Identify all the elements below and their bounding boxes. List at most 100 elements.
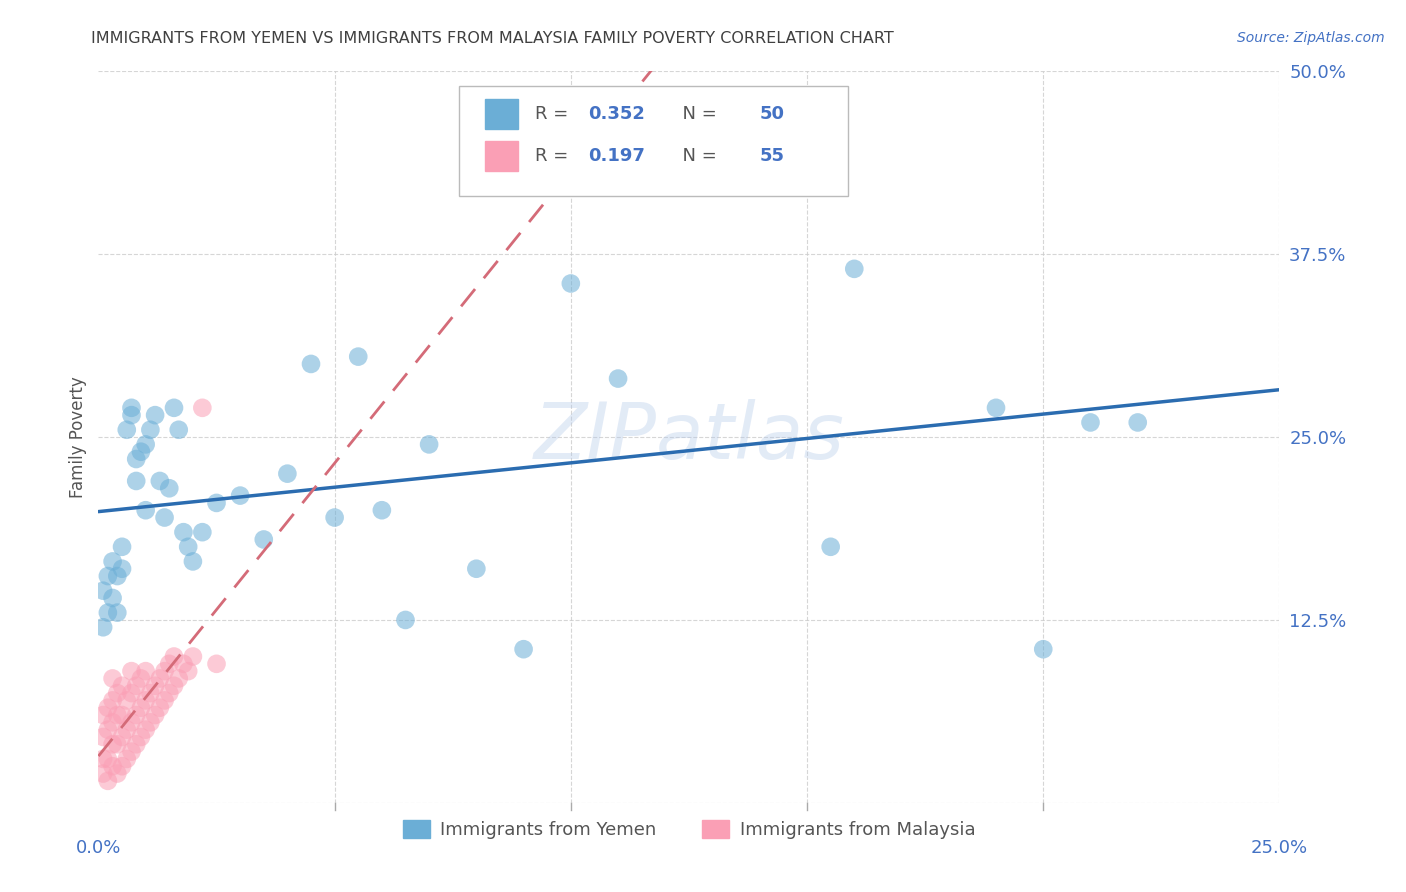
Point xyxy=(111,708,134,723)
Point xyxy=(115,723,138,737)
Point xyxy=(163,679,186,693)
Point xyxy=(115,752,138,766)
Point xyxy=(125,708,148,723)
Y-axis label: Family Poverty: Family Poverty xyxy=(69,376,87,498)
Point xyxy=(371,503,394,517)
Bar xyxy=(485,99,517,129)
Point xyxy=(276,467,298,481)
Point xyxy=(91,583,114,598)
Point xyxy=(139,715,162,730)
Point xyxy=(111,562,134,576)
FancyBboxPatch shape xyxy=(458,86,848,195)
Point xyxy=(181,649,204,664)
Point xyxy=(157,686,180,700)
Point xyxy=(91,708,114,723)
Point xyxy=(702,174,724,188)
Point xyxy=(105,606,128,620)
Point xyxy=(105,569,128,583)
Point xyxy=(143,708,166,723)
Point xyxy=(181,554,204,568)
Point xyxy=(323,510,346,524)
Point xyxy=(101,672,124,686)
Point xyxy=(149,700,172,714)
Point xyxy=(97,723,120,737)
Text: Source: ZipAtlas.com: Source: ZipAtlas.com xyxy=(1237,31,1385,45)
Point xyxy=(111,540,134,554)
Point xyxy=(91,752,114,766)
Point xyxy=(121,408,143,422)
Point xyxy=(115,693,138,707)
Point xyxy=(167,423,190,437)
Point xyxy=(111,759,134,773)
Point xyxy=(97,606,120,620)
Point xyxy=(465,562,488,576)
Point xyxy=(143,408,166,422)
Point xyxy=(844,261,866,276)
Point xyxy=(163,649,186,664)
Text: 55: 55 xyxy=(759,147,785,165)
Point xyxy=(347,350,370,364)
Text: 0.0%: 0.0% xyxy=(76,839,121,857)
Point xyxy=(135,664,157,678)
Point xyxy=(191,401,214,415)
Point xyxy=(820,540,842,554)
Point xyxy=(135,503,157,517)
Point xyxy=(153,693,176,707)
Text: R =: R = xyxy=(536,105,575,123)
Point xyxy=(177,540,200,554)
Point xyxy=(167,672,190,686)
Text: N =: N = xyxy=(671,105,723,123)
Text: 50: 50 xyxy=(759,105,785,123)
Point xyxy=(97,773,120,788)
Point xyxy=(101,554,124,568)
Point xyxy=(121,686,143,700)
Point xyxy=(97,700,120,714)
Text: IMMIGRANTS FROM YEMEN VS IMMIGRANTS FROM MALAYSIA FAMILY POVERTY CORRELATION CHA: IMMIGRANTS FROM YEMEN VS IMMIGRANTS FROM… xyxy=(91,31,894,46)
Point xyxy=(172,525,194,540)
Point xyxy=(1080,416,1102,430)
Point xyxy=(394,613,416,627)
Point xyxy=(121,745,143,759)
Point xyxy=(191,525,214,540)
Point xyxy=(139,686,162,700)
Text: R =: R = xyxy=(536,147,575,165)
Point xyxy=(129,672,152,686)
Point xyxy=(149,474,172,488)
Point xyxy=(157,481,180,495)
Point xyxy=(560,277,582,291)
Point xyxy=(105,766,128,780)
Point xyxy=(172,657,194,671)
Point xyxy=(121,664,143,678)
Point xyxy=(177,664,200,678)
Point xyxy=(91,730,114,744)
Point xyxy=(125,737,148,751)
Bar xyxy=(485,141,517,171)
Point xyxy=(229,489,252,503)
Point xyxy=(101,759,124,773)
Point xyxy=(418,437,440,451)
Point xyxy=(125,474,148,488)
Point xyxy=(143,679,166,693)
Point xyxy=(115,423,138,437)
Point xyxy=(157,657,180,671)
Point xyxy=(105,686,128,700)
Point xyxy=(111,730,134,744)
Point xyxy=(205,657,228,671)
Point xyxy=(1032,642,1054,657)
Point xyxy=(1126,416,1149,430)
Point xyxy=(121,401,143,415)
Point xyxy=(129,700,152,714)
Point xyxy=(129,444,152,458)
Point xyxy=(101,591,124,605)
Point xyxy=(91,766,114,780)
Legend: Immigrants from Yemen, Immigrants from Malaysia: Immigrants from Yemen, Immigrants from M… xyxy=(395,813,983,847)
Text: ZIPatlas: ZIPatlas xyxy=(533,399,845,475)
Text: 0.197: 0.197 xyxy=(589,147,645,165)
Text: 25.0%: 25.0% xyxy=(1251,839,1308,857)
Point xyxy=(135,693,157,707)
Point xyxy=(153,664,176,678)
Point xyxy=(101,693,124,707)
Point xyxy=(101,715,124,730)
Point xyxy=(97,752,120,766)
Text: N =: N = xyxy=(671,147,723,165)
